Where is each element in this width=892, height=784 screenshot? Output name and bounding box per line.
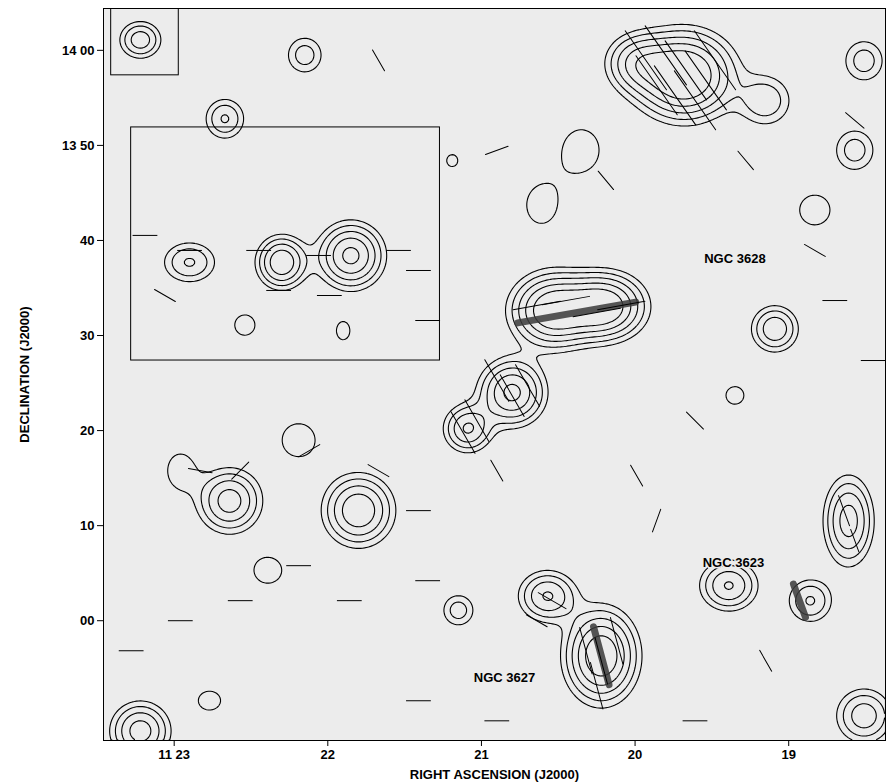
svg-text:NGC 3628: NGC 3628 [704,251,765,266]
svg-text:00: 00 [80,613,94,628]
svg-text:DECLINATION (J2000): DECLINATION (J2000) [17,306,32,442]
svg-text:22: 22 [321,747,335,762]
svg-text:NGC 3623: NGC 3623 [703,555,764,570]
svg-text:11 23: 11 23 [158,747,190,762]
svg-text:13 50: 13 50 [62,138,95,153]
svg-text:21: 21 [474,747,488,762]
svg-text:RIGHT ASCENSION (J2000): RIGHT ASCENSION (J2000) [410,767,579,782]
svg-text:10: 10 [80,518,94,533]
svg-text:30: 30 [80,328,94,343]
svg-text:14 00: 14 00 [62,42,95,57]
svg-text:NGC 3627: NGC 3627 [474,670,535,685]
svg-text:20: 20 [80,423,94,438]
svg-text:40: 40 [80,233,94,248]
svg-text:20: 20 [628,747,642,762]
svg-text:19: 19 [781,747,795,762]
